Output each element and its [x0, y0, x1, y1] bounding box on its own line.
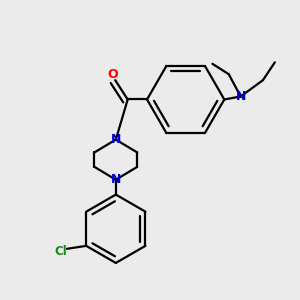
- Text: N: N: [111, 173, 121, 186]
- Text: O: O: [107, 68, 118, 81]
- Text: N: N: [236, 90, 246, 103]
- Text: Cl: Cl: [54, 245, 67, 258]
- Text: N: N: [111, 133, 121, 146]
